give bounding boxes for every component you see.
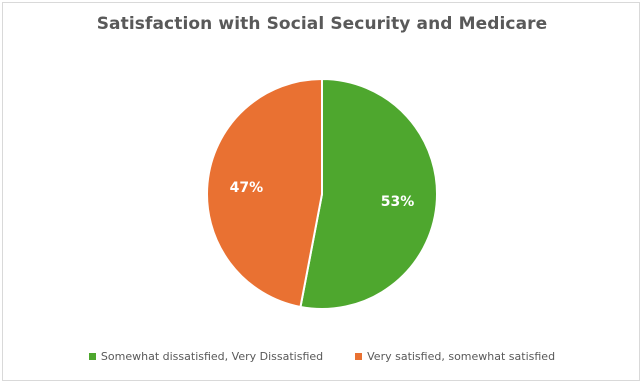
legend-label-0: Somewhat dissatisfied, Very Dissatisfied [100, 350, 324, 363]
chart-title: Satisfaction with Social Security and Me… [96, 14, 548, 34]
data-label-1: 47% [230, 180, 264, 196]
legend-entry-0: Somewhat dissatisfied, Very Dissatisfied [88, 350, 324, 363]
data-label-0: 53% [381, 194, 415, 210]
pie-slice-0 [299, 77, 438, 310]
pie-slice-1 [206, 77, 323, 309]
legend-swatch-0 [88, 353, 96, 360]
legend-swatch-1 [355, 353, 363, 360]
legend-entry-1: Very satisfied, somewhat satisfied [355, 350, 555, 363]
legend-label-1: Very satisfied, somewhat satisfied [367, 350, 556, 363]
legend: Somewhat dissatisfied, Very Dissatisfied… [0, 350, 644, 363]
